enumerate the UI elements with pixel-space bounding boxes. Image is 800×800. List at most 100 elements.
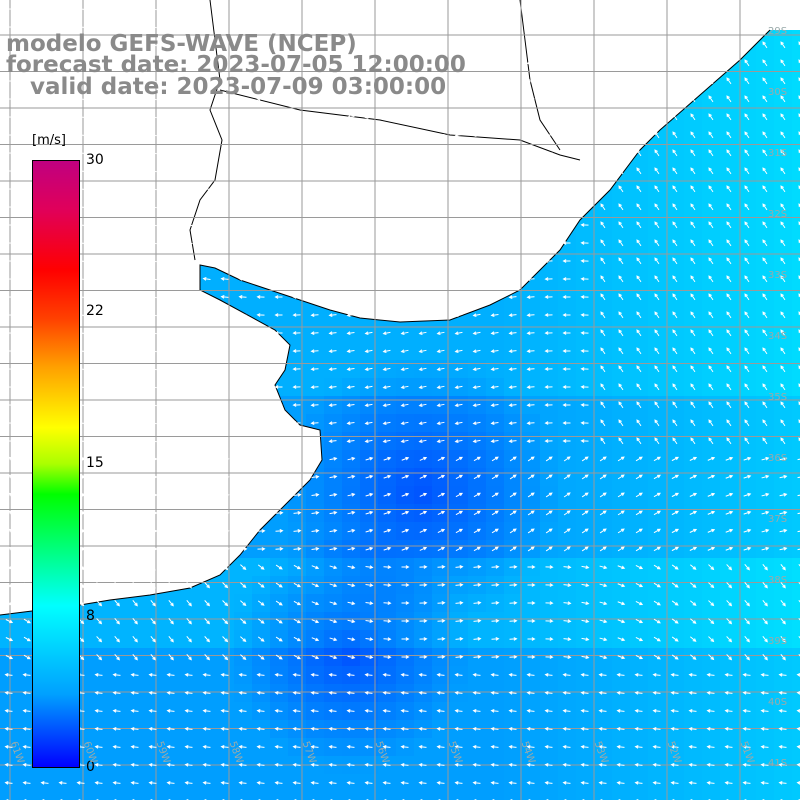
wind-cell [558,792,576,800]
wind-cell [792,648,800,666]
wind-cell [612,792,630,800]
wind-cell [720,792,738,800]
wind-cell [54,792,72,800]
wind-arrow [744,5,750,13]
title-line-valid: valid date: 2023-07-09 03:00:00 [6,74,447,100]
wind-cell [792,216,800,234]
wind-cell [792,36,800,54]
wind-cell [252,792,270,800]
wind-cell [72,792,90,800]
wind-cell [792,594,800,612]
wind-cell [36,792,54,800]
wind-arrow [526,7,535,11]
wind-cell [18,792,36,800]
wind-arrow [22,25,31,29]
wind-arrow [58,6,67,11]
wind-cell [792,792,800,800]
latitude-label: 37S [768,514,788,525]
wind-cell [288,792,306,800]
wind-arrow [490,7,499,12]
wind-cell [396,792,414,800]
wind-cell [792,270,800,288]
wind-arrow [238,7,247,11]
wind-arrow [708,5,714,13]
latitude-label: 30S [768,87,788,98]
wind-arrow [256,7,265,11]
wind-arrow [4,25,13,29]
latitude-label: 35S [768,392,788,403]
wind-arrow [690,5,696,13]
wind-cell [792,198,800,216]
wind-cell [792,234,800,252]
wind-cell [378,792,396,800]
wind-cell [450,792,468,800]
wind-cell [468,792,486,800]
wind-cell [792,396,800,414]
wind-cell [792,162,800,180]
wind-arrow [130,6,139,11]
wind-cell [792,558,800,576]
colorbar-tick-22: 22 [86,303,104,319]
wind-arrow [76,6,85,11]
colorbar-tick-15: 15 [86,455,104,471]
wind-cell [792,576,800,594]
wind-arrow [472,7,481,12]
wind-cell [792,54,800,72]
wind-cell [594,792,612,800]
wind-cell [180,792,198,800]
wind-cell [792,414,800,432]
wind-cell [0,792,18,800]
wind-cell [792,288,800,306]
land-area [0,0,800,615]
wind-cell [414,792,432,800]
wind-cell [792,666,800,684]
wind-cell [684,792,702,800]
land-mask [0,0,800,616]
wind-arrow [672,5,678,13]
wind-arrow [94,6,103,11]
wind-arrow [328,7,337,11]
latitude-label: 33S [768,270,788,281]
wind-cell [522,792,540,800]
wind-cell [792,504,800,522]
wind-arrow [726,5,732,13]
wind-cell [738,792,756,800]
wind-cell [144,792,162,800]
wind-cell [702,792,720,800]
wind-arrow [600,5,606,13]
wind-arrow [310,7,319,11]
wind-arrow [184,6,193,11]
wind-cell [198,792,216,800]
wind-cell [792,252,800,270]
wind-cell [792,360,800,378]
wind-cell [108,792,126,800]
wind-arrow [436,7,445,12]
wind-cell [432,792,450,800]
wind-cell [792,684,800,702]
wind-arrow [202,6,211,11]
wind-arrow [508,7,517,11]
wind-arrow [40,7,49,11]
latitude-label: 39S [768,636,788,647]
border-line [189,0,581,261]
wind-arrow [148,6,157,11]
latitude-label: 31S [768,148,788,159]
wind-arrow [292,7,301,11]
coastline [0,29,771,616]
latitude-label: 32S [768,209,788,220]
wind-arrow [618,5,624,13]
wind-arrow [780,5,786,13]
wind-arrow [544,7,553,11]
wind-arrow [112,6,121,11]
latitude-label: 40S [768,697,788,708]
colorbar-tick-30: 30 [86,152,104,168]
wind-cell [342,792,360,800]
wind-cell [792,702,800,720]
wind-arrow [4,7,13,11]
wind-cell [792,378,800,396]
wind-cell [792,450,800,468]
wind-cell [486,792,504,800]
wind-cell [234,792,252,800]
wind-cell [792,324,800,342]
